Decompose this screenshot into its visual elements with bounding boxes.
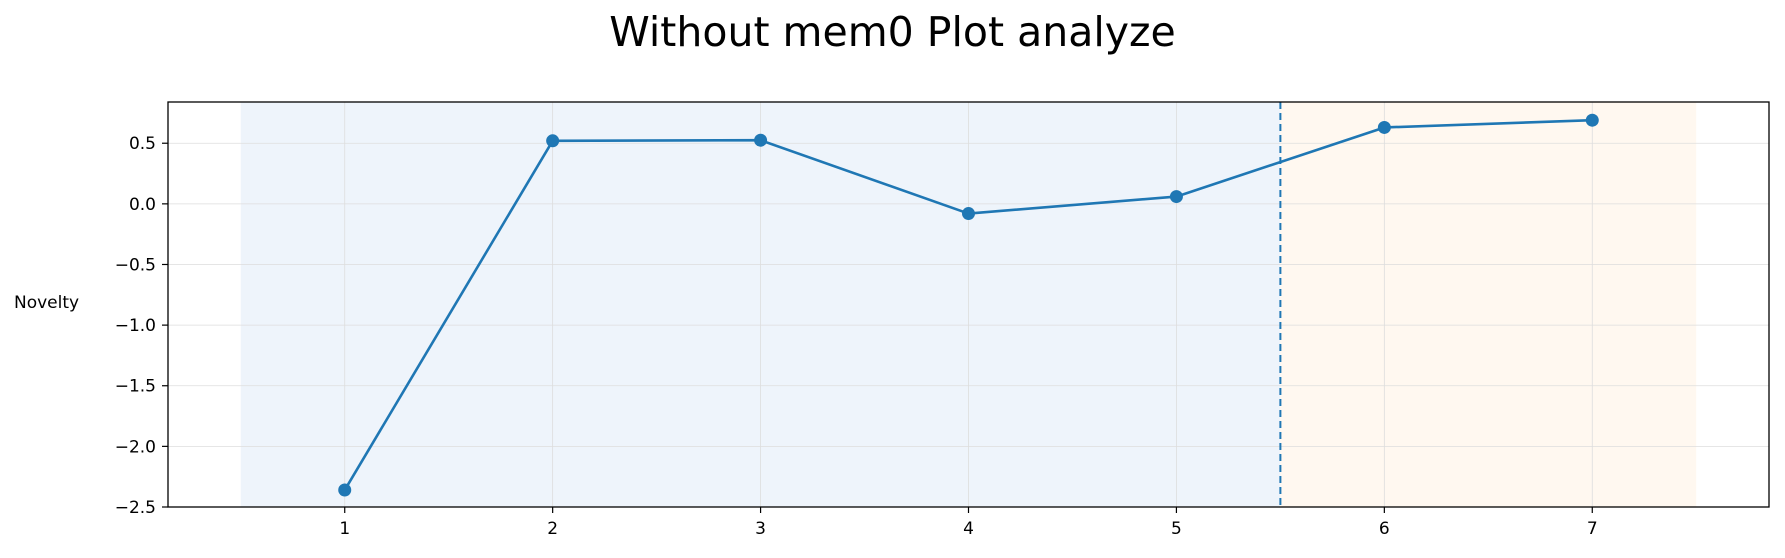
y-tick-label: 0.5 — [129, 134, 156, 154]
data-point — [754, 133, 768, 147]
y-tick-label: −0.5 — [115, 255, 156, 275]
y-tick-label: −1.5 — [115, 377, 156, 397]
x-tick-label: 4 — [963, 519, 974, 539]
y-tick-label: 0.0 — [129, 195, 156, 215]
x-tick-label: 2 — [547, 519, 558, 539]
x-tick-label: 7 — [1587, 519, 1598, 539]
x-tick-label: 3 — [755, 519, 766, 539]
y-tick-label: −2.5 — [115, 498, 156, 518]
shaded-region-phase-2 — [1280, 102, 1697, 507]
y-axis-label: Novelty — [14, 293, 80, 313]
data-point — [338, 483, 352, 497]
y-tick-label: −1.0 — [115, 316, 156, 336]
data-point — [1169, 190, 1183, 204]
data-point — [962, 207, 975, 221]
data-point — [1377, 120, 1391, 134]
x-tick-label: 1 — [339, 519, 350, 539]
x-tick-label: 6 — [1379, 519, 1390, 539]
x-tick-label: 5 — [1171, 519, 1182, 539]
chart-title: Without mem0 Plot analyze — [609, 8, 1176, 56]
y-tick-label: −2.0 — [115, 437, 156, 457]
data-point — [546, 134, 560, 148]
data-point — [1585, 113, 1599, 127]
